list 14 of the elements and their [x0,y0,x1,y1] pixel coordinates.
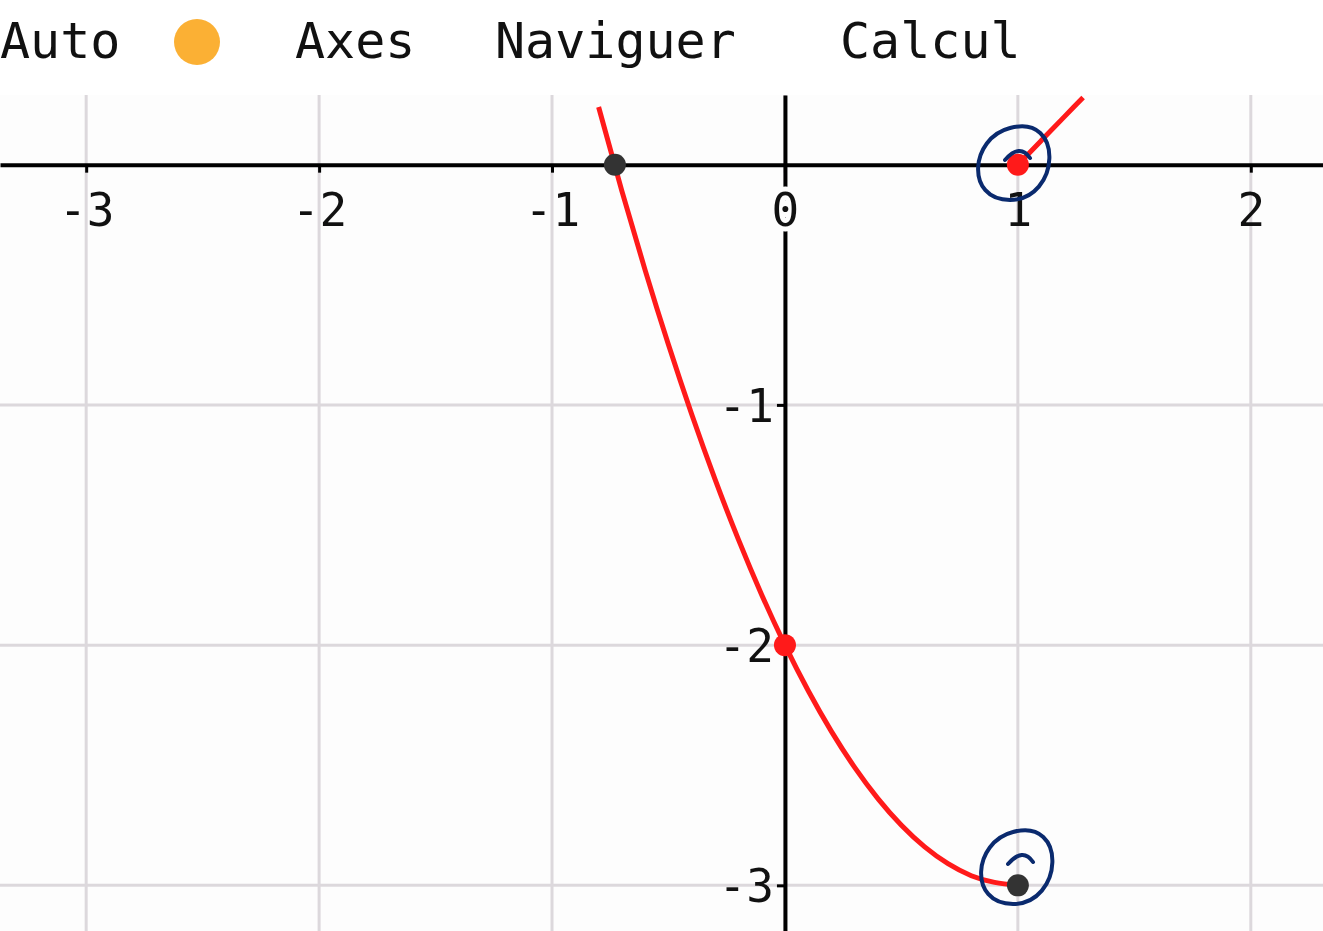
text: Auto [0,12,121,70]
text: Axes [295,12,416,70]
y-tick-label: -3 [718,858,774,913]
point [773,634,796,657]
text: Calcul [840,12,1021,70]
point [603,153,626,176]
x-tick-label: -1 [524,183,581,238]
y-tick-label: -2 [718,618,774,673]
y-tick-label: -1 [718,378,774,433]
x-tick-label: 2 [1237,183,1266,238]
text: Naviguer [495,12,736,70]
x-tick-label: -3 [58,183,115,238]
x-tick-label: -2 [291,183,348,238]
point [1006,874,1029,897]
